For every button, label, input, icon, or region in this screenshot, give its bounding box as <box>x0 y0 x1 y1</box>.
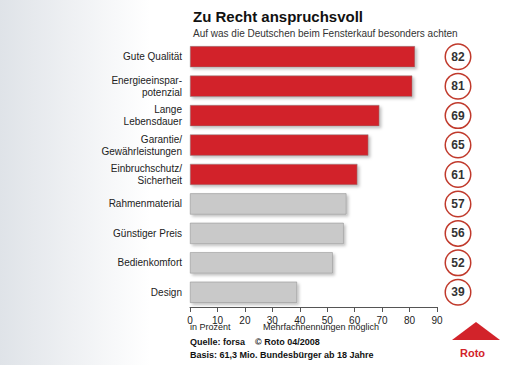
svg-text:Lange: Lange <box>154 104 182 115</box>
svg-text:30: 30 <box>267 315 279 326</box>
svg-text:Mehrfachnennungen möglich: Mehrfachnennungen möglich <box>263 321 380 332</box>
svg-text:50: 50 <box>322 315 334 326</box>
svg-text:Bedienkomfort: Bedienkomfort <box>118 257 183 268</box>
svg-text:60: 60 <box>349 315 361 326</box>
svg-text:82: 82 <box>451 50 465 64</box>
svg-text:Basis: 61,3 Mio. Bundesbürger: Basis: 61,3 Mio. Bundesbürger ab 18 Jahr… <box>190 350 374 360</box>
svg-text:90: 90 <box>431 315 443 326</box>
svg-text:Garantie/: Garantie/ <box>141 134 182 145</box>
svg-text:61: 61 <box>451 168 465 182</box>
svg-text:80: 80 <box>404 315 416 326</box>
svg-text:Sicherheit: Sicherheit <box>138 175 183 186</box>
svg-text:69: 69 <box>451 109 465 123</box>
svg-text:Lebensdauer: Lebensdauer <box>124 116 183 127</box>
svg-text:40: 40 <box>294 315 306 326</box>
svg-text:in Prozent: in Prozent <box>190 322 231 332</box>
svg-text:Auf was die Deutschen beim Fen: Auf was die Deutschen beim Fensterkauf b… <box>193 28 458 39</box>
svg-text:20: 20 <box>239 315 251 326</box>
svg-text:52: 52 <box>451 256 465 270</box>
svg-text:70: 70 <box>377 315 389 326</box>
svg-text:Einbruchschutz/: Einbruchschutz/ <box>111 163 182 174</box>
svg-text:39: 39 <box>451 285 465 299</box>
svg-text:Rahmenmaterial: Rahmenmaterial <box>109 198 182 209</box>
svg-text:57: 57 <box>451 197 465 211</box>
svg-text:Quelle: forsa © Roto 04/200: Quelle: forsa © Roto 04/2008 <box>190 337 320 347</box>
svg-text:Günstiger Preis: Günstiger Preis <box>113 228 182 239</box>
svg-text:Gewährleistungen: Gewährleistungen <box>101 146 182 157</box>
svg-text:81: 81 <box>451 79 465 93</box>
svg-text:Zu Recht anspruchsvoll: Zu Recht anspruchsvoll <box>193 8 363 25</box>
svg-text:0: 0 <box>187 315 193 326</box>
svg-text:56: 56 <box>451 226 465 240</box>
svg-text:potenzial: potenzial <box>142 87 182 98</box>
svg-text:Roto: Roto <box>460 347 485 359</box>
svg-text:Gute Qualität: Gute Qualität <box>123 51 182 62</box>
svg-text:10: 10 <box>212 315 224 326</box>
svg-text:Energieeinspar-: Energieeinspar- <box>111 75 182 86</box>
svg-text:Design: Design <box>151 287 182 298</box>
svg-text:65: 65 <box>451 138 465 152</box>
